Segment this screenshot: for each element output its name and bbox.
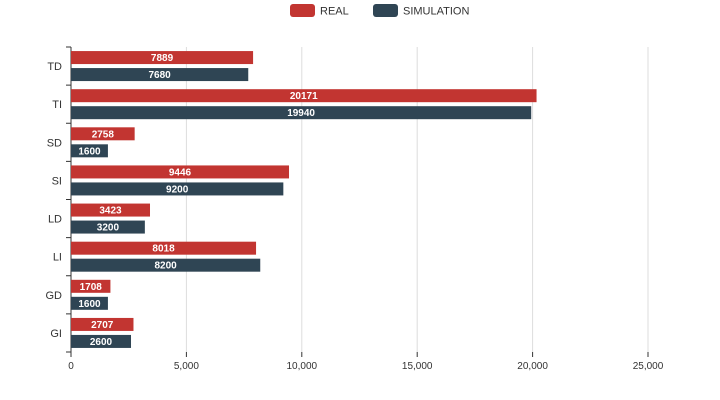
bar-real [71,241,257,255]
bar-value-label: 1708 [80,282,103,293]
bar-real [71,127,135,141]
bar-value-label: 3200 [97,223,120,234]
category-label: TI [52,99,62,111]
bar-value-label: 19940 [287,108,315,119]
bar-value-label: 7889 [151,53,174,64]
category-label: LD [48,214,62,226]
bar-value-label: 1600 [78,146,101,157]
bar-real [71,165,290,179]
bar-value-label: 2600 [90,337,113,348]
legend-label: REAL [320,6,349,18]
category-label: GD [46,290,63,302]
bar-real [71,89,537,103]
bar-value-label: 9200 [166,184,189,195]
bar-value-label: 8018 [152,244,175,255]
category-label: TD [47,61,62,73]
category-label: SI [52,175,62,187]
bar-simulation [71,296,108,310]
legend-swatch-simulation [373,4,398,17]
bar-value-label: 8200 [155,261,178,272]
bar-real [71,51,254,65]
x-tick-label: 5,000 [174,361,199,372]
bar-simulation [71,182,284,196]
legend-swatch-real [290,4,315,17]
x-tick-label: 0 [68,361,74,372]
bar-simulation [71,258,261,272]
bar-simulation [71,334,132,348]
bar-value-label: 2707 [91,320,114,331]
bar-simulation [71,106,532,120]
bar-simulation [71,68,249,82]
x-tick-label: 10,000 [287,361,318,372]
legend-label: SIMULATION [403,6,469,18]
bar-value-label: 3423 [99,206,122,217]
bar-simulation [71,220,145,234]
category-label: LI [53,252,62,264]
bar-value-label: 7680 [149,70,172,81]
bar-real [71,203,151,217]
category-label: SD [47,137,62,149]
x-tick-label: 25,000 [633,361,664,372]
bar-value-label: 2758 [92,129,115,140]
x-tick-label: 15,000 [402,361,433,372]
bar-value-label: 20171 [290,91,318,102]
category-label: GI [50,328,62,340]
bar-value-label: 9446 [169,167,192,178]
bar-value-label: 1600 [78,299,101,310]
bar-simulation [71,144,108,158]
x-tick-label: 20,000 [517,361,548,372]
bar-real [71,279,111,293]
bar-real [71,317,134,331]
